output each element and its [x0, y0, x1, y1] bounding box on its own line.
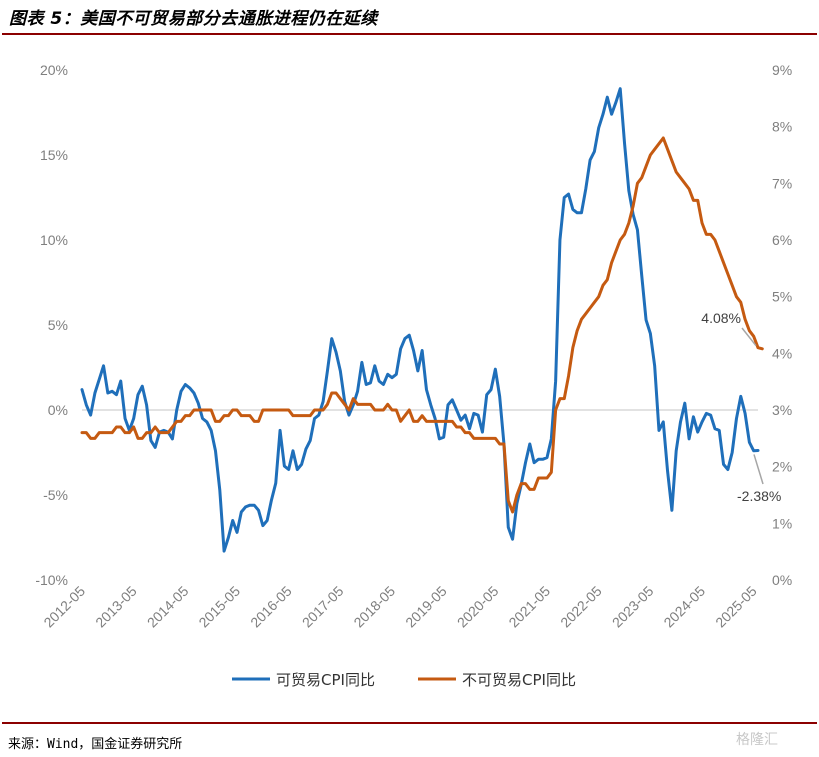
nontradable-cpi-line [80, 136, 764, 514]
x-axis-tick-label: 2024-05 [660, 583, 708, 631]
x-axis-tick-label: 2014-05 [144, 583, 192, 631]
x-axis-tick-label: 2025-05 [712, 583, 760, 631]
x-axis-tick-label: 2013-05 [92, 583, 140, 631]
right-axis-tick-label: 4% [772, 345, 792, 361]
left-axis-tick-label: 5% [48, 317, 68, 333]
left-axis-tick-label: 20% [40, 62, 68, 78]
x-axis-tick-label: 2021-05 [505, 583, 553, 631]
title-divider [2, 33, 817, 35]
left-axis-tick-label: -5% [43, 487, 68, 503]
x-axis-tick-label: 2022-05 [557, 583, 605, 631]
x-axis-tick-label: 2012-05 [40, 583, 88, 631]
left-axis-tick-label: 10% [40, 232, 68, 248]
series-lines [80, 87, 764, 553]
source-note: 来源：Wind，国金证券研究所 [8, 737, 183, 752]
right-axis-tick-label: 6% [772, 232, 792, 248]
left-axis-tick-label: 0% [48, 402, 68, 418]
tradable-cpi-line [80, 87, 760, 553]
left-axis-tick-label: 15% [40, 147, 68, 163]
watermark-logo: 格隆汇 [736, 732, 778, 748]
right-axis-tick-label: 1% [772, 515, 792, 531]
tradable-leader-line [753, 454, 764, 485]
legend: 可贸易CPI同比 不可贸易CPI同比 [232, 671, 576, 689]
legend-label-tradable: 可贸易CPI同比 [276, 671, 375, 689]
x-axis-tick-label: 2019-05 [402, 583, 450, 631]
x-axis-tick-label: 2015-05 [195, 583, 243, 631]
right-axis-tick-label: 8% [772, 119, 792, 135]
left-axis-tick-label: -10% [35, 572, 68, 588]
right-axis-tick-label: 5% [772, 289, 792, 305]
right-axis-tick-label: 3% [772, 402, 792, 418]
nontradable-end-label: 4.08% [701, 310, 741, 326]
chart-title: 图表 5：美国不可贸易部分去通胀进程仍在延续 [9, 9, 378, 29]
legend-label-nontradable: 不可贸易CPI同比 [462, 671, 576, 689]
right-axis-tick-label: 0% [772, 572, 792, 588]
right-axis-tick-label: 7% [772, 175, 792, 191]
x-axis-tick-label: 2020-05 [454, 583, 502, 631]
x-axis-tick-label: 2018-05 [350, 583, 398, 631]
tradable-end-label: -2.38% [737, 488, 781, 504]
annotations: 4.08% -2.38% [701, 310, 781, 504]
right-axis-tick-label: 9% [772, 62, 792, 78]
x-axis-tick-label: 2023-05 [609, 583, 657, 631]
nontradable-leader-line [741, 327, 757, 347]
right-axis-tick-label: 2% [772, 459, 792, 475]
x-axis-tick-label: 2016-05 [247, 583, 295, 631]
footer-divider [2, 722, 817, 724]
x-axis-tick-label: 2017-05 [299, 583, 347, 631]
